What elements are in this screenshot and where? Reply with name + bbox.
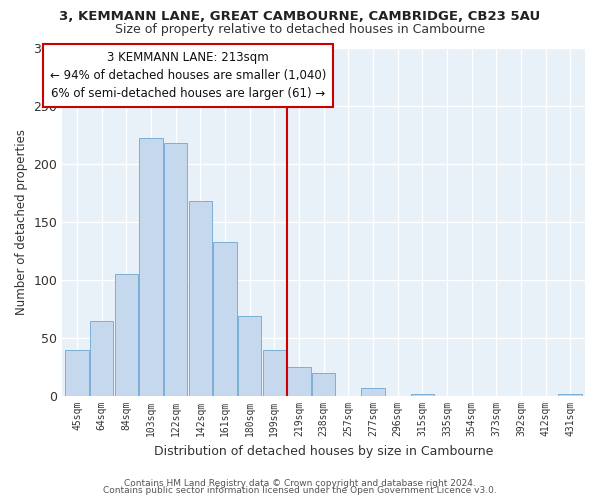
Bar [312,373,335,396]
Bar [559,394,582,396]
Bar [263,350,286,396]
Bar [90,320,113,396]
Bar [410,394,434,396]
Text: Contains HM Land Registry data © Crown copyright and database right 2024.: Contains HM Land Registry data © Crown c… [124,478,476,488]
Text: Size of property relative to detached houses in Cambourne: Size of property relative to detached ho… [115,22,485,36]
Bar [164,143,187,396]
Bar [361,388,385,396]
Bar [65,350,89,396]
X-axis label: Distribution of detached houses by size in Cambourne: Distribution of detached houses by size … [154,444,493,458]
Bar [188,201,212,396]
Bar [214,242,237,396]
Text: Contains public sector information licensed under the Open Government Licence v3: Contains public sector information licen… [103,486,497,495]
Bar [287,367,311,396]
Text: 3 KEMMANN LANE: 213sqm
← 94% of detached houses are smaller (1,040)
6% of semi-d: 3 KEMMANN LANE: 213sqm ← 94% of detached… [50,51,326,100]
Bar [238,316,262,396]
Y-axis label: Number of detached properties: Number of detached properties [15,129,28,315]
Text: 3, KEMMANN LANE, GREAT CAMBOURNE, CAMBRIDGE, CB23 5AU: 3, KEMMANN LANE, GREAT CAMBOURNE, CAMBRI… [59,10,541,23]
Bar [115,274,138,396]
Bar [139,138,163,396]
